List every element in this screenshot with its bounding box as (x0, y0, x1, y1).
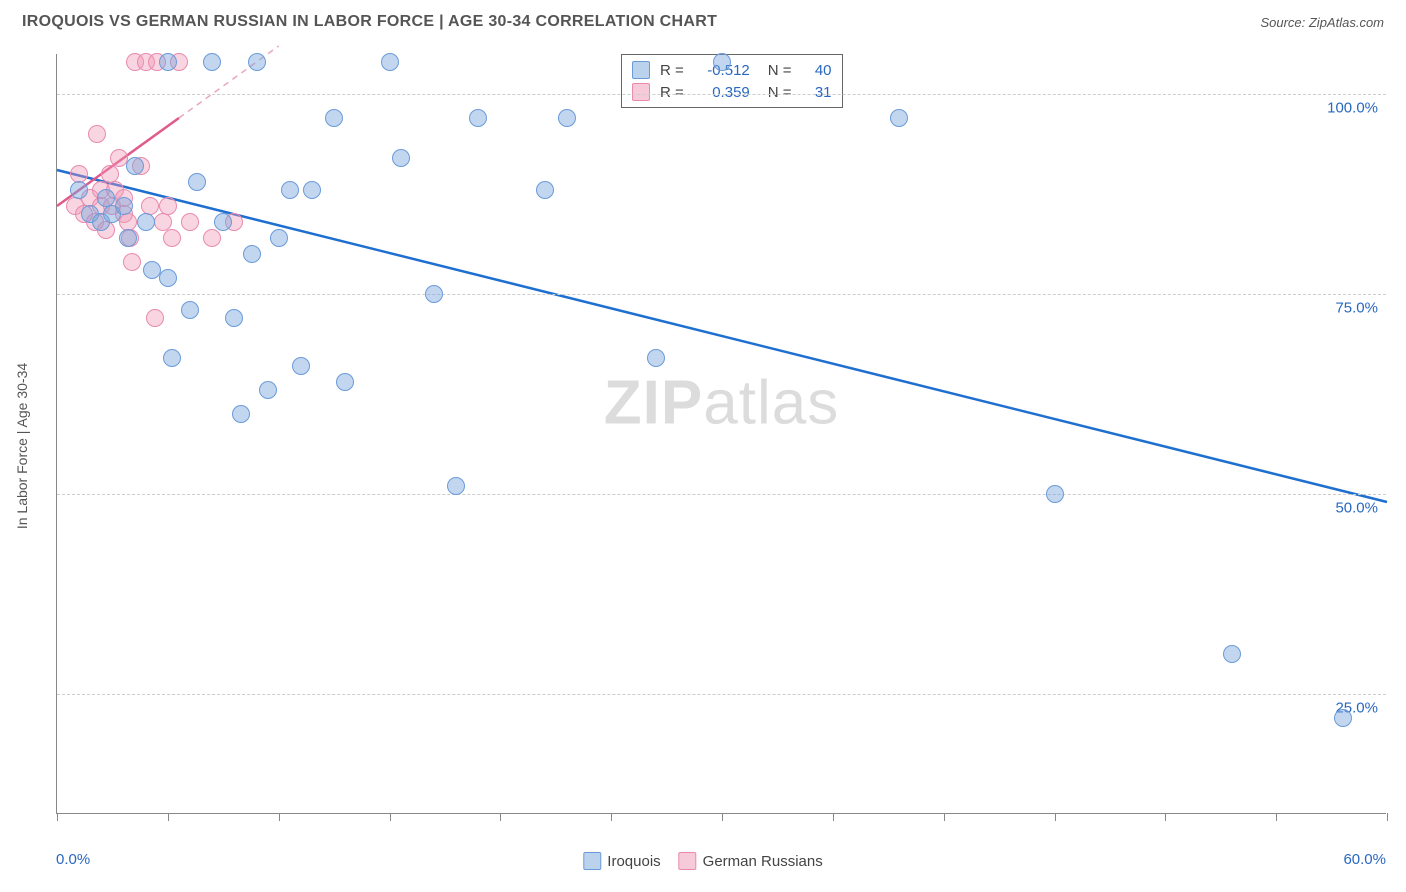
blue-point (336, 373, 354, 391)
pink-point (181, 213, 199, 231)
pink-point (159, 197, 177, 215)
legend-stats-row: R =-0.512N =40 (632, 59, 832, 81)
blue-point (119, 229, 137, 247)
r-label: R = (660, 84, 684, 101)
blue-point (214, 213, 232, 231)
x-tick (500, 813, 501, 821)
blue-point (713, 53, 731, 71)
legend-item: Iroquois (583, 852, 660, 870)
source-label: Source: ZipAtlas.com (1260, 15, 1384, 30)
y-axis-title: In Labor Force | Age 30-34 (14, 363, 30, 529)
blue-point (203, 53, 221, 71)
legend-swatch (632, 83, 650, 101)
blue-point (890, 109, 908, 127)
x-tick (1165, 813, 1166, 821)
legend-swatch (583, 852, 601, 870)
legend-item: German Russians (679, 852, 823, 870)
r-value: 0.359 (690, 84, 750, 101)
blue-point (1223, 645, 1241, 663)
x-tick (1055, 813, 1056, 821)
blue-point (163, 349, 181, 367)
legend-series: Iroquois German Russians (583, 852, 822, 870)
gridline (57, 694, 1386, 695)
regression-lines (57, 54, 1387, 814)
header: IROQUOIS VS GERMAN RUSSIAN IN LABOR FORC… (0, 0, 1406, 44)
blue-point (270, 229, 288, 247)
regression-line (57, 170, 1387, 502)
plot-area: ZIPatlas R =-0.512N =40R =0.359N =31 25.… (56, 54, 1386, 814)
blue-point (181, 301, 199, 319)
blue-point (248, 53, 266, 71)
legend-label: German Russians (703, 853, 823, 870)
blue-point (558, 109, 576, 127)
x-tick (833, 813, 834, 821)
blue-point (425, 285, 443, 303)
blue-point (536, 181, 554, 199)
blue-point (159, 53, 177, 71)
gridline (57, 494, 1386, 495)
blue-point (447, 477, 465, 495)
blue-point (647, 349, 665, 367)
blue-point (70, 181, 88, 199)
blue-point (137, 213, 155, 231)
blue-point (188, 173, 206, 191)
x-axis-max-label: 60.0% (1343, 851, 1386, 868)
blue-point (381, 53, 399, 71)
blue-point (392, 149, 410, 167)
x-tick (611, 813, 612, 821)
blue-point (115, 197, 133, 215)
legend-stats: R =-0.512N =40R =0.359N =31 (621, 54, 843, 108)
blue-point (325, 109, 343, 127)
x-axis-min-label: 0.0% (56, 851, 90, 868)
x-tick (1276, 813, 1277, 821)
gridline (57, 294, 1386, 295)
y-tick-label: 75.0% (1335, 300, 1378, 317)
x-tick (279, 813, 280, 821)
pink-point (163, 229, 181, 247)
legend-label: Iroquois (607, 853, 660, 870)
x-tick (390, 813, 391, 821)
x-tick (57, 813, 58, 821)
gridline (57, 94, 1386, 95)
chart-area: ZIPatlas R =-0.512N =40R =0.359N =31 25.… (56, 54, 1386, 814)
n-label: N = (768, 62, 792, 79)
blue-point (1334, 709, 1352, 727)
blue-point (232, 405, 250, 423)
pink-point (123, 253, 141, 271)
y-tick-label: 100.0% (1327, 100, 1378, 117)
r-label: R = (660, 62, 684, 79)
x-tick (168, 813, 169, 821)
x-tick (722, 813, 723, 821)
blue-point (159, 269, 177, 287)
blue-point (469, 109, 487, 127)
x-tick (1387, 813, 1388, 821)
legend-stats-row: R = 0.359 N = 31 (632, 81, 832, 103)
blue-point (303, 181, 321, 199)
pink-point (88, 125, 106, 143)
blue-point (126, 157, 144, 175)
chart-title: IROQUOIS VS GERMAN RUSSIAN IN LABOR FORC… (22, 13, 717, 31)
legend-swatch (632, 61, 650, 79)
y-tick-label: 50.0% (1335, 500, 1378, 517)
x-tick (944, 813, 945, 821)
blue-point (243, 245, 261, 263)
blue-point (292, 357, 310, 375)
blue-point (259, 381, 277, 399)
legend-swatch (679, 852, 697, 870)
blue-point (1046, 485, 1064, 503)
blue-point (281, 181, 299, 199)
blue-point (225, 309, 243, 327)
n-label: N = (768, 84, 792, 101)
n-value: 31 (798, 84, 832, 101)
n-value: 40 (798, 62, 832, 79)
pink-point (203, 229, 221, 247)
pink-point (146, 309, 164, 327)
